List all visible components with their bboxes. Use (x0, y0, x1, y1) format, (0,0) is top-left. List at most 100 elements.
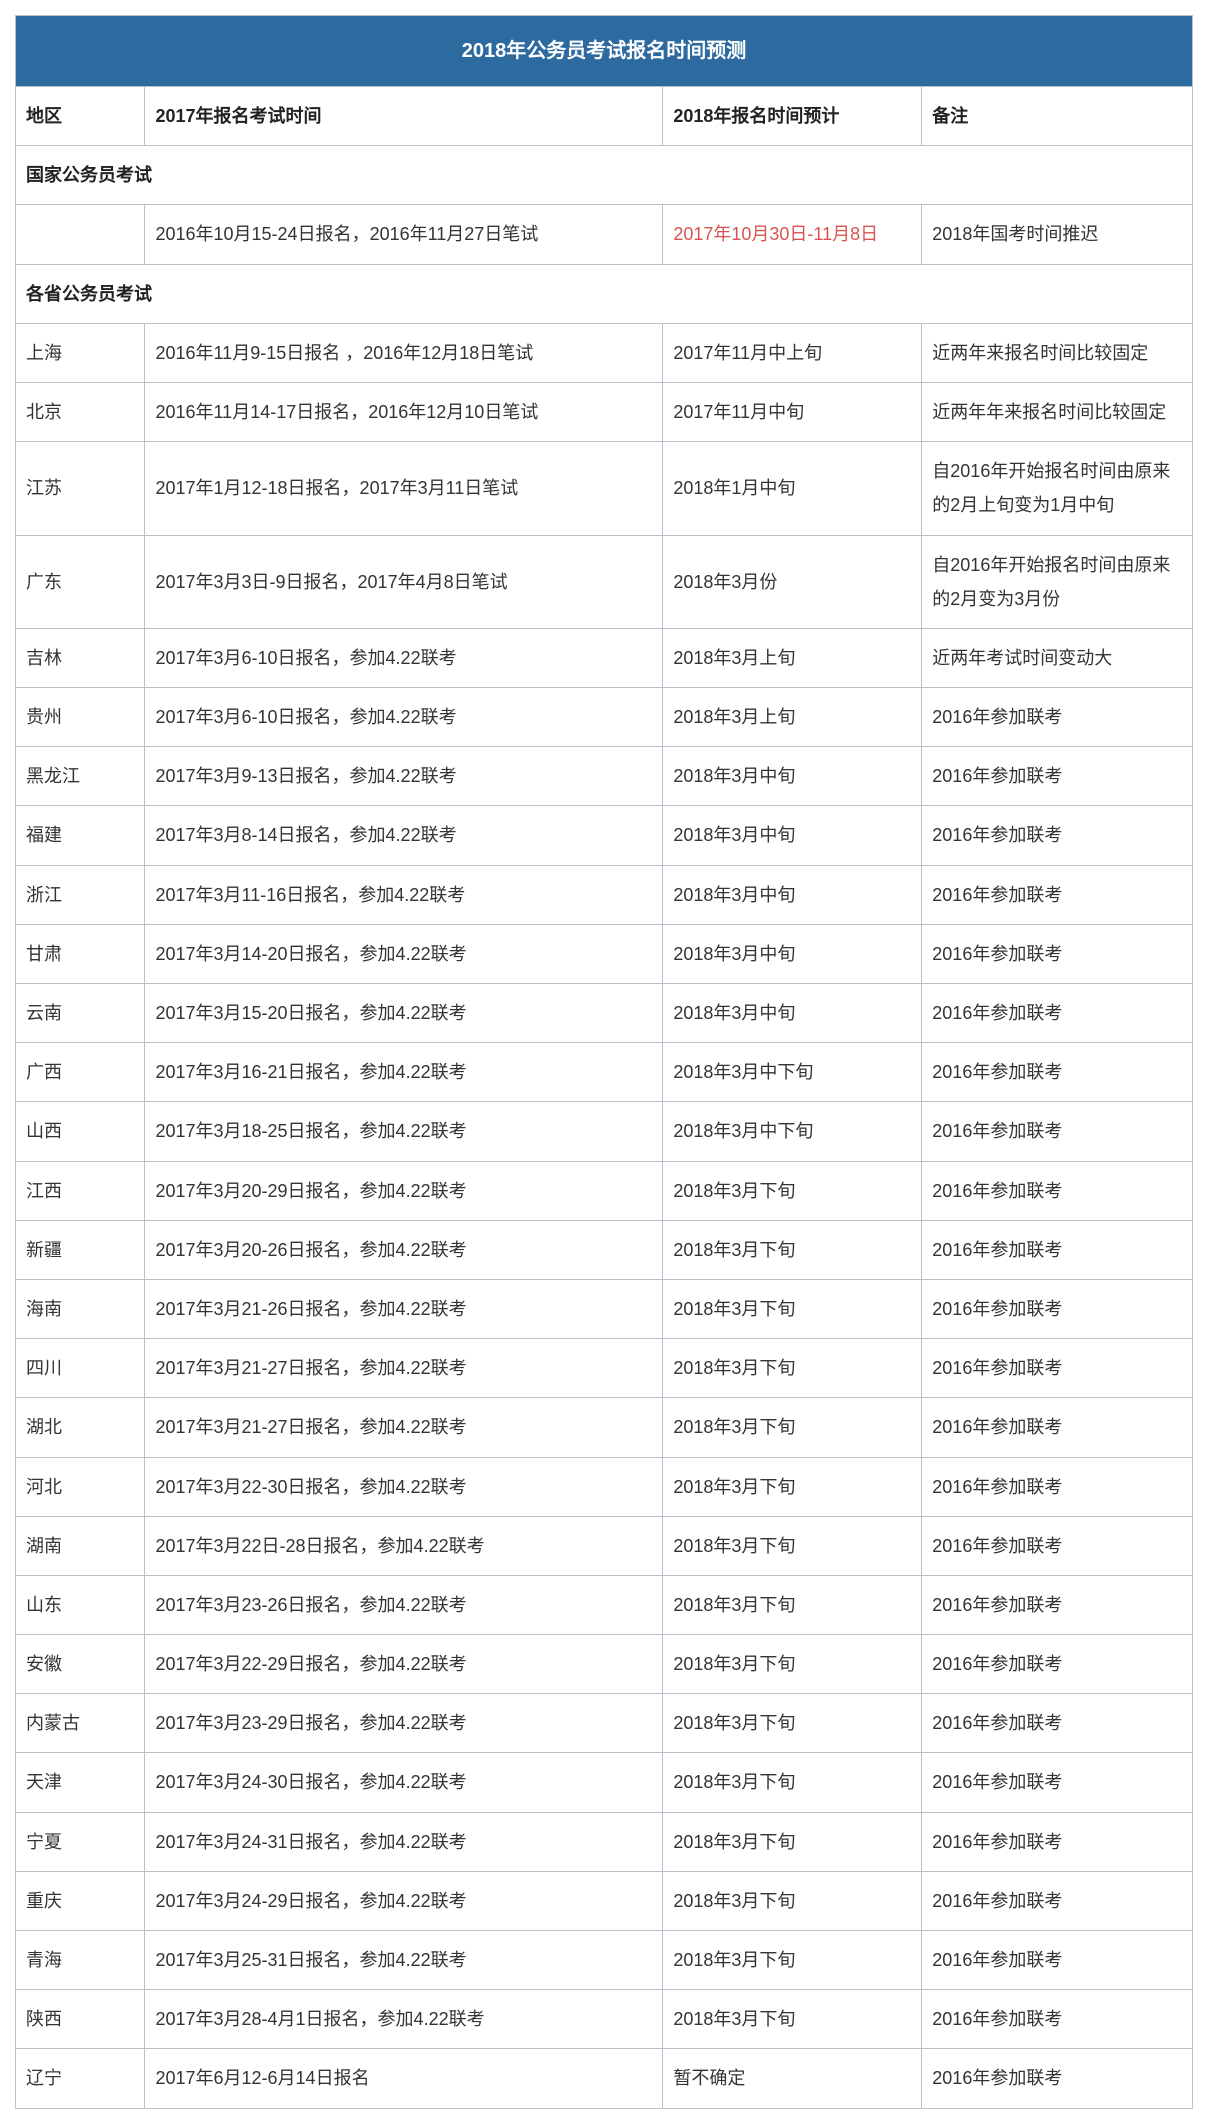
cell-note: 2016年参加联考 (922, 984, 1193, 1043)
cell-region: 上海 (16, 323, 145, 382)
cell-y2018: 2018年3月下旬 (663, 1516, 922, 1575)
cell-region: 陕西 (16, 1990, 145, 2049)
cell-y2017: 2017年3月20-26日报名，参加4.22联考 (145, 1220, 663, 1279)
table-row: 新疆2017年3月20-26日报名，参加4.22联考2018年3月下旬2016年… (16, 1220, 1193, 1279)
cell-y2017: 2017年3月24-29日报名，参加4.22联考 (145, 1871, 663, 1930)
cell-y2018: 2018年3月下旬 (663, 1339, 922, 1398)
cell-region: 海南 (16, 1279, 145, 1338)
cell-note: 2016年参加联考 (922, 1575, 1193, 1634)
cell-note: 2016年参加联考 (922, 1457, 1193, 1516)
cell-y2017: 2017年3月22日-28日报名，参加4.22联考 (145, 1516, 663, 1575)
cell-y2017: 2017年3月22-29日报名，参加4.22联考 (145, 1635, 663, 1694)
cell-region: 内蒙古 (16, 1694, 145, 1753)
cell-y2018: 2018年3月下旬 (663, 1398, 922, 1457)
col-2018: 2018年报名时间预计 (663, 87, 922, 146)
cell-region: 贵州 (16, 688, 145, 747)
cell-region: 湖北 (16, 1398, 145, 1457)
cell-y2017: 2017年3月18-25日报名，参加4.22联考 (145, 1102, 663, 1161)
table-row: 山西2017年3月18-25日报名，参加4.22联考2018年3月中下旬2016… (16, 1102, 1193, 1161)
cell-y2018: 2018年3月下旬 (663, 1931, 922, 1990)
section-label: 国家公务员考试 (16, 146, 1193, 205)
cell-note: 2016年参加联考 (922, 2049, 1193, 2108)
cell-y2018: 2018年3月下旬 (663, 1753, 922, 1812)
cell-y2017: 2017年3月22-30日报名，参加4.22联考 (145, 1457, 663, 1516)
table-row: 广东2017年3月3日-9日报名，2017年4月8日笔试2018年3月份自201… (16, 535, 1193, 628)
cell-2018: 2017年10月30日-11月8日 (663, 205, 922, 264)
cell-note: 2016年参加联考 (922, 1635, 1193, 1694)
table-row: 广西2017年3月16-21日报名，参加4.22联考2018年3月中下旬2016… (16, 1043, 1193, 1102)
cell-note: 自2016年开始报名时间由原来的2月上旬变为1月中旬 (922, 442, 1193, 535)
cell-y2017: 2017年3月21-27日报名，参加4.22联考 (145, 1339, 663, 1398)
cell-2017: 2016年10月15-24日报名，2016年11月27日笔试 (145, 205, 663, 264)
table-row: 上海2016年11月9-15日报名 ，2016年12月18日笔试2017年11月… (16, 323, 1193, 382)
cell-region: 辽宁 (16, 2049, 145, 2108)
cell-region: 重庆 (16, 1871, 145, 1930)
table-row: 四川2017年3月21-27日报名，参加4.22联考2018年3月下旬2016年… (16, 1339, 1193, 1398)
cell-y2018: 2018年1月中旬 (663, 442, 922, 535)
col-region: 地区 (16, 87, 145, 146)
cell-y2018: 2018年3月下旬 (663, 1575, 922, 1634)
cell-y2017: 2017年3月24-30日报名，参加4.22联考 (145, 1753, 663, 1812)
cell-region (16, 205, 145, 264)
cell-y2018: 2018年3月下旬 (663, 1812, 922, 1871)
cell-y2018: 2018年3月下旬 (663, 1990, 922, 2049)
section-provincial: 各省公务员考试 (16, 264, 1193, 323)
cell-y2018: 2018年3月下旬 (663, 1220, 922, 1279)
table-row: 北京2016年11月14-17日报名，2016年12月10日笔试2017年11月… (16, 382, 1193, 441)
cell-y2018: 2018年3月下旬 (663, 1871, 922, 1930)
cell-note: 2016年参加联考 (922, 688, 1193, 747)
cell-y2017: 2017年3月28-4月1日报名，参加4.22联考 (145, 1990, 663, 2049)
cell-region: 江苏 (16, 442, 145, 535)
table-row: 湖北2017年3月21-27日报名，参加4.22联考2018年3月下旬2016年… (16, 1398, 1193, 1457)
cell-y2018: 2018年3月下旬 (663, 1694, 922, 1753)
cell-y2017: 2016年11月14-17日报名，2016年12月10日笔试 (145, 382, 663, 441)
cell-y2017: 2017年6月12-6月14日报名 (145, 2049, 663, 2108)
cell-note: 2016年参加联考 (922, 1102, 1193, 1161)
cell-y2018: 2018年3月上旬 (663, 628, 922, 687)
cell-note: 2018年国考时间推迟 (922, 205, 1193, 264)
cell-y2018: 2018年3月中下旬 (663, 1102, 922, 1161)
cell-region: 云南 (16, 984, 145, 1043)
cell-note: 2016年参加联考 (922, 1339, 1193, 1398)
cell-y2018: 暂不确定 (663, 2049, 922, 2108)
cell-y2018: 2018年3月下旬 (663, 1279, 922, 1338)
table-row: 天津2017年3月24-30日报名，参加4.22联考2018年3月下旬2016年… (16, 1753, 1193, 1812)
cell-region: 福建 (16, 806, 145, 865)
table-row: 重庆2017年3月24-29日报名，参加4.22联考2018年3月下旬2016年… (16, 1871, 1193, 1930)
cell-y2017: 2017年3月20-29日报名，参加4.22联考 (145, 1161, 663, 1220)
table-row: 青海2017年3月25-31日报名，参加4.22联考2018年3月下旬2016年… (16, 1931, 1193, 1990)
cell-y2018: 2018年3月份 (663, 535, 922, 628)
cell-note: 2016年参加联考 (922, 1220, 1193, 1279)
cell-region: 广西 (16, 1043, 145, 1102)
cell-y2017: 2017年3月14-20日报名，参加4.22联考 (145, 924, 663, 983)
cell-y2018: 2018年3月中旬 (663, 865, 922, 924)
table-row: 吉林2017年3月6-10日报名，参加4.22联考2018年3月上旬近两年考试时… (16, 628, 1193, 687)
cell-region: 湖南 (16, 1516, 145, 1575)
title-row: 2018年公务员考试报名时间预测 (16, 16, 1193, 87)
cell-y2017: 2017年3月24-31日报名，参加4.22联考 (145, 1812, 663, 1871)
table-row: 内蒙古2017年3月23-29日报名，参加4.22联考2018年3月下旬2016… (16, 1694, 1193, 1753)
cell-region: 山西 (16, 1102, 145, 1161)
cell-region: 青海 (16, 1931, 145, 1990)
cell-y2017: 2017年1月12-18日报名，2017年3月11日笔试 (145, 442, 663, 535)
cell-y2017: 2017年3月11-16日报名，参加4.22联考 (145, 865, 663, 924)
cell-y2017: 2017年3月6-10日报名，参加4.22联考 (145, 628, 663, 687)
table-row: 甘肃2017年3月14-20日报名，参加4.22联考2018年3月中旬2016年… (16, 924, 1193, 983)
table-row: 黑龙江2017年3月9-13日报名，参加4.22联考2018年3月中旬2016年… (16, 747, 1193, 806)
table-row: 山东2017年3月23-26日报名，参加4.22联考2018年3月下旬2016年… (16, 1575, 1193, 1634)
cell-note: 2016年参加联考 (922, 1753, 1193, 1812)
cell-note: 2016年参加联考 (922, 1931, 1193, 1990)
cell-region: 甘肃 (16, 924, 145, 983)
table-title: 2018年公务员考试报名时间预测 (16, 16, 1193, 87)
cell-y2017: 2017年3月21-27日报名，参加4.22联考 (145, 1398, 663, 1457)
cell-note: 自2016年开始报名时间由原来的2月变为3月份 (922, 535, 1193, 628)
table-row-national: 2016年10月15-24日报名，2016年11月27日笔试 2017年10月3… (16, 205, 1193, 264)
cell-y2018: 2018年3月下旬 (663, 1635, 922, 1694)
table-row: 江西2017年3月20-29日报名，参加4.22联考2018年3月下旬2016年… (16, 1161, 1193, 1220)
cell-y2017: 2017年3月3日-9日报名，2017年4月8日笔试 (145, 535, 663, 628)
col-note: 备注 (922, 87, 1193, 146)
cell-note: 2016年参加联考 (922, 1161, 1193, 1220)
cell-region: 吉林 (16, 628, 145, 687)
cell-note: 近两年考试时间变动大 (922, 628, 1193, 687)
cell-y2018: 2018年3月中旬 (663, 806, 922, 865)
